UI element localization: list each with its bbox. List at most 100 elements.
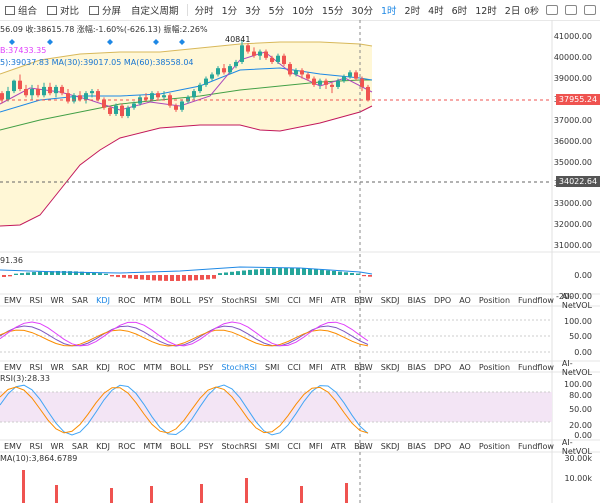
volume-tab-mfi[interactable]: MFI: [308, 442, 323, 451]
stochrsi-tab-rsi[interactable]: RSI: [29, 363, 43, 372]
stochrsi-tab-position[interactable]: Position: [478, 363, 511, 372]
stochrsi-tab-atr[interactable]: ATR: [330, 363, 347, 372]
volume-tab-rsi[interactable]: RSI: [29, 442, 43, 451]
kdj-tab-skdj[interactable]: SKDJ: [380, 296, 400, 305]
stochrsi-tab-cci[interactable]: CCI: [287, 363, 301, 372]
candle-body: [54, 86, 58, 94]
timeframe-2[interactable]: 3分: [245, 6, 261, 17]
volume-tab-bbw[interactable]: BBW: [354, 442, 373, 451]
candle-body: [60, 86, 64, 94]
stochrsi-tab-dpo[interactable]: DPO: [433, 363, 452, 372]
volume-tab-emv[interactable]: EMV: [4, 442, 22, 451]
kdj-tab-rsi[interactable]: RSI: [29, 296, 43, 305]
timeframe-3[interactable]: 5分: [268, 6, 285, 17]
stochrsi-tab-stochrsi[interactable]: StochRSI: [221, 363, 258, 372]
split-screen-button[interactable]: 分屏: [84, 3, 126, 17]
zoom-label[interactable]: 0秒: [524, 6, 539, 17]
macd-bar: [350, 272, 354, 275]
stochrsi-tab-mtm[interactable]: MTM: [143, 363, 163, 372]
timeframe-0[interactable]: 分时: [194, 6, 214, 17]
volume-tab-dpo[interactable]: DPO: [433, 442, 452, 451]
kdj-tab-psy[interactable]: PSY: [198, 296, 214, 305]
kdj-tab-ao[interactable]: AO: [459, 296, 471, 305]
timeframe-8[interactable]: 2时: [404, 6, 421, 17]
kdj-tab-position[interactable]: Position: [478, 296, 511, 305]
volume-tab-wr[interactable]: WR: [50, 442, 64, 451]
volume-tab-atr[interactable]: ATR: [330, 442, 347, 451]
camera-icon[interactable]: [546, 5, 558, 15]
main-axis-label-0: 41000.00: [553, 32, 592, 41]
stochrsi-tab-wr[interactable]: WR: [50, 363, 64, 372]
timeframe-5[interactable]: 15分: [321, 6, 344, 17]
ma-line: 5):39037.83 MA(30):39017.05 MA(60):38558…: [0, 58, 194, 67]
timeframe-6[interactable]: 30分: [351, 6, 373, 17]
volume-tab-cci[interactable]: CCI: [287, 442, 301, 451]
volume-bar: [300, 486, 303, 503]
compare-button[interactable]: 对比: [42, 3, 84, 17]
volume-tab-ai-netvol[interactable]: AI-NetVOL: [561, 437, 593, 456]
stochrsi-axis-80: 80.00: [569, 391, 592, 400]
kdj-tab-roc[interactable]: ROC: [117, 296, 136, 305]
settings-icon[interactable]: [584, 5, 596, 15]
volume-tab-smi[interactable]: SMI: [265, 442, 280, 451]
stochrsi-tab-psy[interactable]: PSY: [198, 363, 214, 372]
stochrsi-tab-skdj[interactable]: SKDJ: [380, 363, 400, 372]
volume-tab-roc[interactable]: ROC: [117, 442, 136, 451]
stochrsi-tab-fundflow[interactable]: Fundflow: [518, 363, 554, 372]
stochrsi-tab-emv[interactable]: EMV: [4, 363, 22, 372]
custom-period-button[interactable]: 自定义周期: [126, 3, 184, 17]
stochrsi-tab-roc[interactable]: ROC: [117, 363, 136, 372]
volume-tab-stochrsi[interactable]: StochRSI: [221, 442, 258, 451]
stochrsi-tab-bbw[interactable]: BBW: [354, 363, 373, 372]
kdj-tab-ai-netvol[interactable]: AI-NetVOL: [561, 291, 593, 310]
stochrsi-tab-ai-netvol[interactable]: AI-NetVOL: [561, 358, 593, 377]
timeframe-9[interactable]: 4时: [428, 6, 444, 17]
volume-tab-position[interactable]: Position: [478, 442, 511, 451]
candle-body: [198, 84, 202, 92]
kdj-tab-kdj[interactable]: KDJ: [96, 296, 110, 305]
stochrsi-tab-ao[interactable]: AO: [459, 363, 471, 372]
volume-tab-skdj[interactable]: SKDJ: [380, 442, 400, 451]
candle-body: [222, 68, 226, 73]
group-button[interactable]: 组合: [0, 3, 42, 17]
chart-icon[interactable]: [565, 5, 577, 15]
kdj-tab-wr[interactable]: WR: [50, 296, 64, 305]
kdj-tab-mtm[interactable]: MTM: [143, 296, 163, 305]
kdj-tab-dpo[interactable]: DPO: [433, 296, 452, 305]
timeframe-4[interactable]: 10分: [292, 6, 314, 17]
stochrsi-tab-mfi[interactable]: MFI: [308, 363, 323, 372]
high-marker: 40841: [225, 35, 251, 44]
volume-tab-mtm[interactable]: MTM: [143, 442, 163, 451]
volume-tab-ao[interactable]: AO: [459, 442, 471, 451]
stochrsi-tab-smi[interactable]: SMI: [265, 363, 280, 372]
stochrsi-tab-boll[interactable]: BOLL: [170, 363, 191, 372]
kdj-tab-fundflow[interactable]: Fundflow: [518, 296, 554, 305]
timeframe-7[interactable]: 1时: [381, 6, 397, 17]
volume-tab-sar[interactable]: SAR: [71, 442, 89, 451]
kdj-tab-bbw[interactable]: BBW: [354, 296, 373, 305]
kdj-tab-bias[interactable]: BIAS: [407, 296, 426, 305]
kdj-tab-sar[interactable]: SAR: [71, 296, 89, 305]
volume-tab-psy[interactable]: PSY: [198, 442, 214, 451]
kdj-tab-atr[interactable]: ATR: [330, 296, 347, 305]
volume-tab-fundflow[interactable]: Fundflow: [518, 442, 554, 451]
kdj-tab-cci[interactable]: CCI: [287, 296, 301, 305]
kdj-tab-emv[interactable]: EMV: [4, 296, 22, 305]
volume-tab-kdj[interactable]: KDJ: [96, 442, 110, 451]
kdj-tab-stochrsi[interactable]: StochRSI: [221, 296, 258, 305]
stochrsi-tab-kdj[interactable]: KDJ: [96, 363, 110, 372]
toolbar: 组合 对比 分屏 自定义周期 分时 1分 3分 5分 10分 15分 30分 1时 2时 4时 6时…: [0, 0, 600, 21]
kdj-tab-mfi[interactable]: MFI: [308, 296, 323, 305]
timeframe-12[interactable]: 2日: [504, 6, 521, 17]
volume-tab-boll[interactable]: BOLL: [170, 442, 191, 451]
candle-body: [354, 72, 358, 79]
stochrsi-tab-bias[interactable]: BIAS: [407, 363, 426, 372]
timeframe-10[interactable]: 6时: [451, 6, 468, 17]
volume-tab-bias[interactable]: BIAS: [407, 442, 426, 451]
timeframe-11[interactable]: 12时: [475, 6, 497, 17]
stochrsi-tab-sar[interactable]: SAR: [71, 363, 89, 372]
timeframe-1[interactable]: 1分: [221, 6, 238, 17]
kdj-tab-boll[interactable]: BOLL: [170, 296, 191, 305]
kdj-tab-smi[interactable]: SMI: [265, 296, 280, 305]
